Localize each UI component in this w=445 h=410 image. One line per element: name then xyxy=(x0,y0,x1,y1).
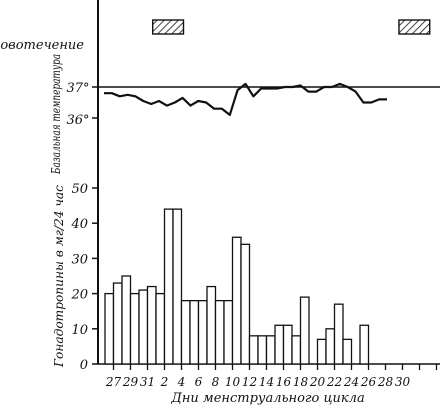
bar xyxy=(291,335,302,365)
bar xyxy=(223,299,234,365)
bar xyxy=(282,324,293,365)
bar xyxy=(121,275,132,365)
x-tick-label: 24 xyxy=(343,375,359,389)
bar xyxy=(206,285,217,365)
bar xyxy=(112,282,123,365)
x-tick-label: 10 xyxy=(225,375,241,389)
y-tick-label: 10 xyxy=(71,323,88,338)
bar xyxy=(138,289,149,365)
bar xyxy=(155,292,166,365)
bar xyxy=(172,208,183,365)
bleeding-periods xyxy=(152,19,431,35)
bar xyxy=(231,236,242,365)
temperature-tick-label-36: 36° xyxy=(66,113,89,128)
x-tick-label: 27 xyxy=(105,375,122,389)
bar xyxy=(104,292,115,365)
x-tick-label: 20 xyxy=(309,375,326,389)
x-tick-label: 31 xyxy=(140,375,155,389)
bars-y-axis-label: Гонадотропины в мг/24 час xyxy=(52,185,66,368)
temperature-axis-label: Базальная температура xyxy=(49,54,63,175)
x-tick-label: 28 xyxy=(377,375,394,389)
x-tick-label: 22 xyxy=(326,375,342,389)
bar xyxy=(197,299,208,365)
x-tick-label: 14 xyxy=(259,375,274,389)
bar xyxy=(129,292,140,365)
bleeding-period xyxy=(152,19,185,35)
x-tick-label: 4 xyxy=(177,375,186,389)
bar xyxy=(214,299,225,365)
bar xyxy=(333,303,344,365)
bar xyxy=(316,338,327,365)
bleeding-period xyxy=(398,19,431,35)
bar xyxy=(189,299,200,365)
x-tick-label: 8 xyxy=(212,375,220,389)
y-tick-label: 50 xyxy=(71,182,88,197)
x-tick-label: 26 xyxy=(360,375,377,389)
temperature-tick-label-37: 37° xyxy=(66,81,89,96)
bar xyxy=(325,328,336,365)
bar-series xyxy=(104,208,370,365)
bars-y-axis-ticks: 0 10 20 30 40 50 xyxy=(70,182,98,373)
x-tick-label: 12 xyxy=(242,375,257,389)
x-tick-label: 18 xyxy=(293,375,309,389)
bar xyxy=(146,285,157,365)
bar xyxy=(359,324,370,365)
bars-x-axis-ticks: 27 29 31 2 4 6 8 10 12 14 16 18 20 22 24 26 28 30 xyxy=(105,364,438,389)
x-tick-label: 6 xyxy=(195,375,203,389)
bar xyxy=(248,335,259,365)
bar xyxy=(163,208,174,365)
bar xyxy=(180,299,191,365)
y-tick-label: 30 xyxy=(71,252,88,267)
bar xyxy=(240,243,251,365)
y-tick-label: 0 xyxy=(80,358,88,373)
x-axis-title: Дни менструального цикла xyxy=(170,391,364,406)
temperature-series-line xyxy=(104,82,387,117)
x-tick-label: 16 xyxy=(276,375,292,389)
bar xyxy=(342,338,353,365)
y-tick-label: 40 xyxy=(70,217,88,232)
x-tick-label: 29 xyxy=(122,375,139,389)
bar xyxy=(299,296,310,365)
x-tick-label: 2 xyxy=(160,375,169,389)
bleeding-label: Кровотечение xyxy=(0,38,84,53)
y-tick-label: 20 xyxy=(70,288,88,303)
bar xyxy=(274,324,285,365)
bar xyxy=(257,335,268,365)
bar xyxy=(265,335,276,365)
x-tick-label: 30 xyxy=(395,375,411,389)
